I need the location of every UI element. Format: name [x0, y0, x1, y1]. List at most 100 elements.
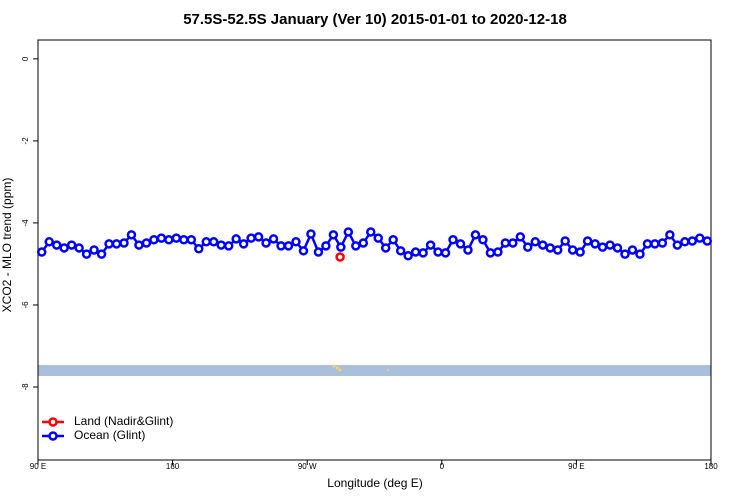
data-point: [186, 234, 197, 245]
land-speck: [335, 366, 339, 370]
data-point: [194, 244, 204, 254]
data-point: [530, 237, 541, 247]
data-point: [141, 238, 152, 248]
data-point: [134, 240, 144, 250]
data-point: [208, 237, 219, 247]
data-point: [111, 239, 122, 249]
y-tick-label: 0: [21, 56, 30, 61]
y-axis-label: XCO2 - MLO trend (ppm): [0, 178, 14, 313]
data-point: [298, 246, 309, 256]
data-point: [545, 243, 555, 253]
data-point: [358, 238, 369, 248]
data-point: [81, 249, 92, 259]
data-point: [59, 243, 69, 253]
data-point: [395, 246, 406, 256]
data-point: [343, 227, 354, 237]
land-speck: [332, 364, 336, 368]
data-point: [612, 243, 623, 253]
data-point: [567, 245, 578, 255]
x-tick-label: 90 E: [30, 462, 46, 471]
x-tick-label: 180: [704, 462, 718, 471]
land-speck: [338, 368, 342, 372]
data-point: [179, 234, 189, 245]
data-point: [223, 241, 234, 251]
data-point: [500, 238, 511, 248]
y-tick-label: -6: [21, 301, 30, 309]
data-point: [410, 247, 421, 257]
data-point: [560, 236, 570, 246]
data-point: [597, 242, 608, 252]
data-point: [470, 230, 481, 240]
data-point: [702, 236, 713, 246]
data-point: [253, 232, 264, 242]
legend-marker: [48, 417, 58, 427]
data-point: [96, 249, 107, 259]
data-point: [246, 233, 256, 243]
data-point: [425, 240, 436, 250]
data-point: [164, 234, 174, 245]
data-point: [657, 238, 668, 248]
data-point: [635, 249, 645, 259]
data-point: [104, 239, 114, 249]
data-point: [276, 241, 286, 251]
data-point: [283, 241, 294, 251]
x-tick-label: 180: [166, 462, 180, 471]
data-point: [478, 234, 488, 245]
data-point: [36, 247, 47, 257]
data-point: [582, 236, 593, 246]
data-point: [620, 249, 630, 259]
data-point: [485, 248, 496, 258]
data-point: [156, 233, 167, 243]
y-tick-label: -4: [21, 219, 30, 227]
data-point: [306, 229, 316, 239]
data-point: [455, 239, 466, 249]
data-point: [380, 243, 391, 253]
y-tick-label: -8: [21, 383, 30, 391]
data-point: [418, 248, 428, 258]
x-tick-label: 90 W: [298, 462, 317, 471]
data-point: [321, 241, 331, 251]
data-point: [552, 245, 563, 255]
data-point: [523, 242, 533, 252]
land-speck: [387, 369, 389, 371]
data-point: [538, 240, 548, 250]
data-point: [448, 234, 458, 245]
data-point: [268, 234, 279, 244]
data-point: [665, 230, 675, 240]
data-point: [695, 233, 705, 243]
chart-title: 57.5S-52.5S January (Ver 10) 2015-01-01 …: [183, 11, 567, 28]
data-point: [328, 230, 339, 240]
data-point: [149, 234, 159, 245]
data-point: [74, 243, 84, 253]
data-point: [171, 233, 182, 243]
data-point: [216, 240, 226, 250]
data-point: [291, 237, 301, 247]
data-point: [366, 227, 376, 237]
x-axis-label: Longitude (deg E): [327, 476, 422, 490]
data-point: [440, 248, 451, 258]
data-point: [119, 238, 129, 248]
data-point: [313, 247, 324, 257]
x-tick-label: 90 E: [568, 462, 584, 471]
data-point: [493, 247, 503, 257]
data-point: [680, 237, 690, 247]
data-point: [672, 240, 683, 250]
data-point: [335, 252, 345, 262]
legend-label: Land (Nadir&Glint): [74, 414, 173, 428]
y-tick-label: -2: [21, 137, 30, 145]
data-point: [201, 237, 211, 247]
data-point: [642, 239, 653, 249]
data-point: [590, 239, 600, 249]
data-point: [44, 237, 54, 247]
data-point: [336, 242, 346, 252]
data-point: [687, 236, 698, 246]
data-point: [89, 245, 99, 255]
data-point: [126, 230, 137, 240]
data-point: [238, 239, 249, 249]
data-point: [373, 233, 383, 243]
data-point: [605, 240, 615, 250]
data-point: [51, 240, 62, 250]
data-point: [650, 239, 660, 249]
data-point: [515, 232, 526, 242]
